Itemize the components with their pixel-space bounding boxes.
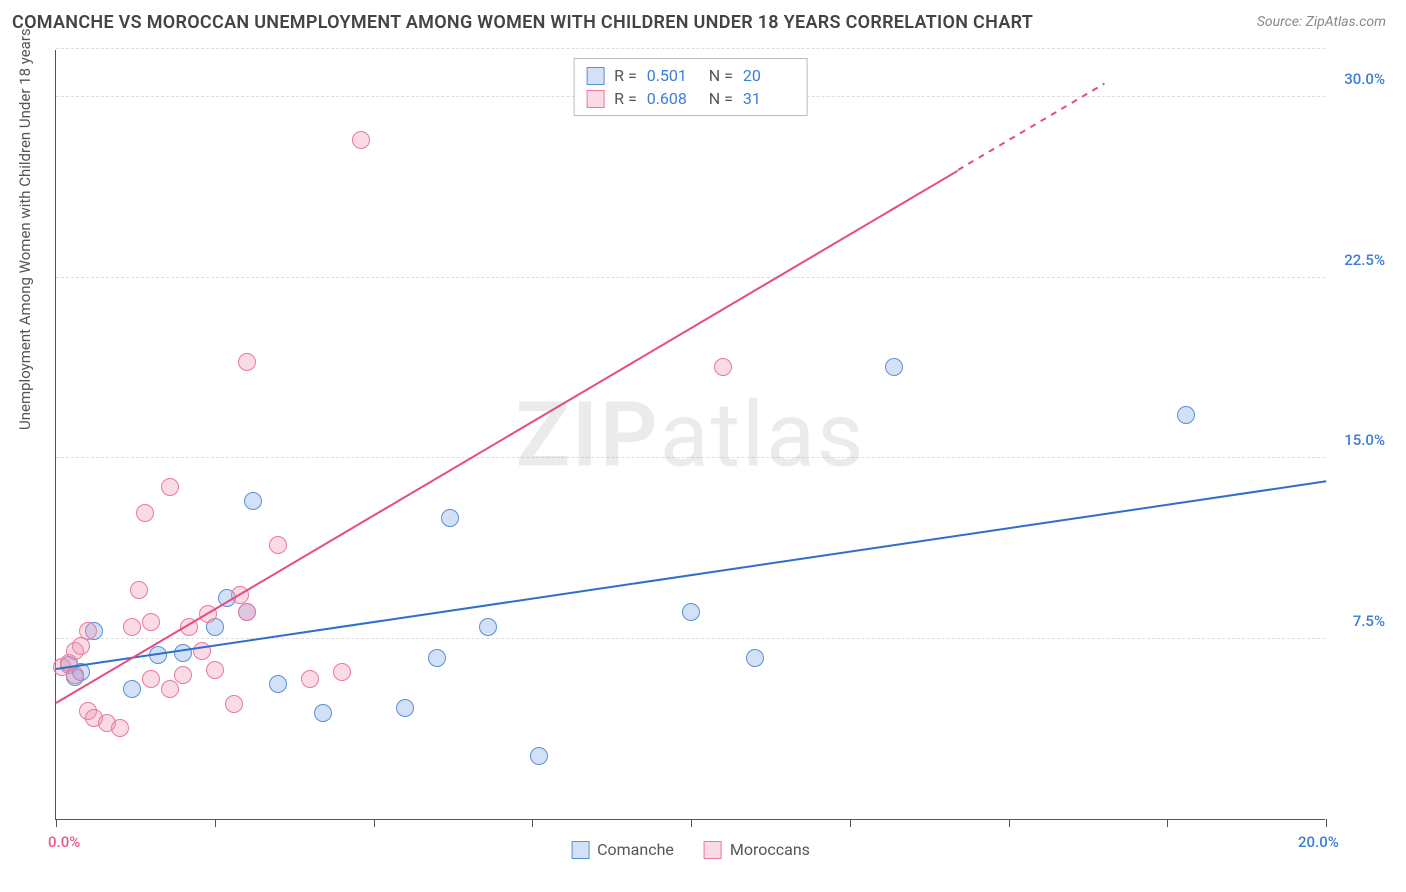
data-point xyxy=(193,642,211,660)
legend-row: R = 0.608 N = 31 xyxy=(586,87,795,110)
data-point xyxy=(123,680,141,698)
data-point xyxy=(396,699,414,717)
data-point xyxy=(269,536,287,554)
legend-series-label: Moroccans xyxy=(730,840,810,859)
x-tick-label: 0.0% xyxy=(48,833,80,851)
data-point xyxy=(428,649,446,667)
legend-series-label: Comanche xyxy=(597,840,674,859)
legend-n-value: 31 xyxy=(743,89,795,108)
data-point xyxy=(206,661,224,679)
data-point xyxy=(142,613,160,631)
legend-n-label: N = xyxy=(709,66,733,85)
data-point xyxy=(352,131,370,149)
legend-r-value: 0.608 xyxy=(647,89,699,108)
data-point xyxy=(161,478,179,496)
x-tick xyxy=(1167,819,1168,827)
data-point xyxy=(225,695,243,713)
data-point xyxy=(269,675,287,693)
gridline xyxy=(56,48,1325,49)
data-point xyxy=(66,666,84,684)
x-tick xyxy=(215,819,216,827)
legend-n-label: N = xyxy=(709,89,733,108)
legend-correlation: R = 0.501 N = 20 R = 0.608 N = 31 xyxy=(573,58,808,116)
legend-swatch xyxy=(586,67,604,85)
y-tick-label: 15.0% xyxy=(1344,431,1385,449)
source-label: Source: ZipAtlas.com xyxy=(1257,14,1386,30)
data-point xyxy=(1177,406,1195,424)
data-point xyxy=(314,704,332,722)
data-point xyxy=(238,353,256,371)
data-point xyxy=(244,492,262,510)
chart-title: COMANCHE VS MOROCCAN UNEMPLOYMENT AMONG … xyxy=(12,12,1033,33)
x-tick xyxy=(374,819,375,827)
legend-swatch xyxy=(571,841,589,859)
data-point xyxy=(174,644,192,662)
legend-series-item: Moroccans xyxy=(704,840,810,859)
data-point xyxy=(111,719,129,737)
legend-r-label: R = xyxy=(614,89,637,108)
data-point xyxy=(441,509,459,527)
trend-line xyxy=(55,169,958,703)
data-point xyxy=(746,649,764,667)
y-tick-label: 30.0% xyxy=(1344,70,1385,88)
y-tick-label: 22.5% xyxy=(1344,251,1385,269)
legend-r-label: R = xyxy=(614,66,637,85)
x-tick xyxy=(56,819,57,827)
data-point xyxy=(530,747,548,765)
data-point xyxy=(123,618,141,636)
legend-swatch xyxy=(586,90,604,108)
legend-series: Comanche Moroccans xyxy=(571,840,810,859)
x-tick xyxy=(1326,819,1327,827)
y-axis-label: Unemployment Among Women with Children U… xyxy=(16,28,34,430)
y-tick-label: 7.5% xyxy=(1353,612,1385,630)
data-point xyxy=(238,603,256,621)
x-tick xyxy=(691,819,692,827)
watermark: ZIPatlas xyxy=(516,382,866,487)
data-point xyxy=(333,663,351,681)
data-point xyxy=(885,358,903,376)
data-point xyxy=(301,670,319,688)
x-tick xyxy=(532,819,533,827)
data-point xyxy=(130,581,148,599)
data-point xyxy=(682,603,700,621)
gridline xyxy=(56,638,1325,639)
legend-series-item: Comanche xyxy=(571,840,674,859)
chart-plot-area: ZIPatlas R =0.501N =20R =0.608N =31 Coma… xyxy=(55,50,1325,820)
trend-line xyxy=(56,480,1326,670)
legend-r-value: 0.501 xyxy=(647,66,699,85)
legend-n-value: 20 xyxy=(743,66,795,85)
data-point xyxy=(79,622,97,640)
data-point xyxy=(479,618,497,636)
legend-row: R = 0.501 N = 20 xyxy=(586,64,795,87)
data-point xyxy=(142,670,160,688)
data-point xyxy=(136,504,154,522)
data-point xyxy=(174,666,192,684)
legend-swatch xyxy=(704,841,722,859)
x-tick xyxy=(1009,819,1010,827)
x-tick-label: 20.0% xyxy=(1298,833,1339,851)
x-tick xyxy=(850,819,851,827)
gridline xyxy=(56,277,1325,278)
data-point xyxy=(714,358,732,376)
gridline xyxy=(56,457,1325,458)
data-point xyxy=(161,680,179,698)
